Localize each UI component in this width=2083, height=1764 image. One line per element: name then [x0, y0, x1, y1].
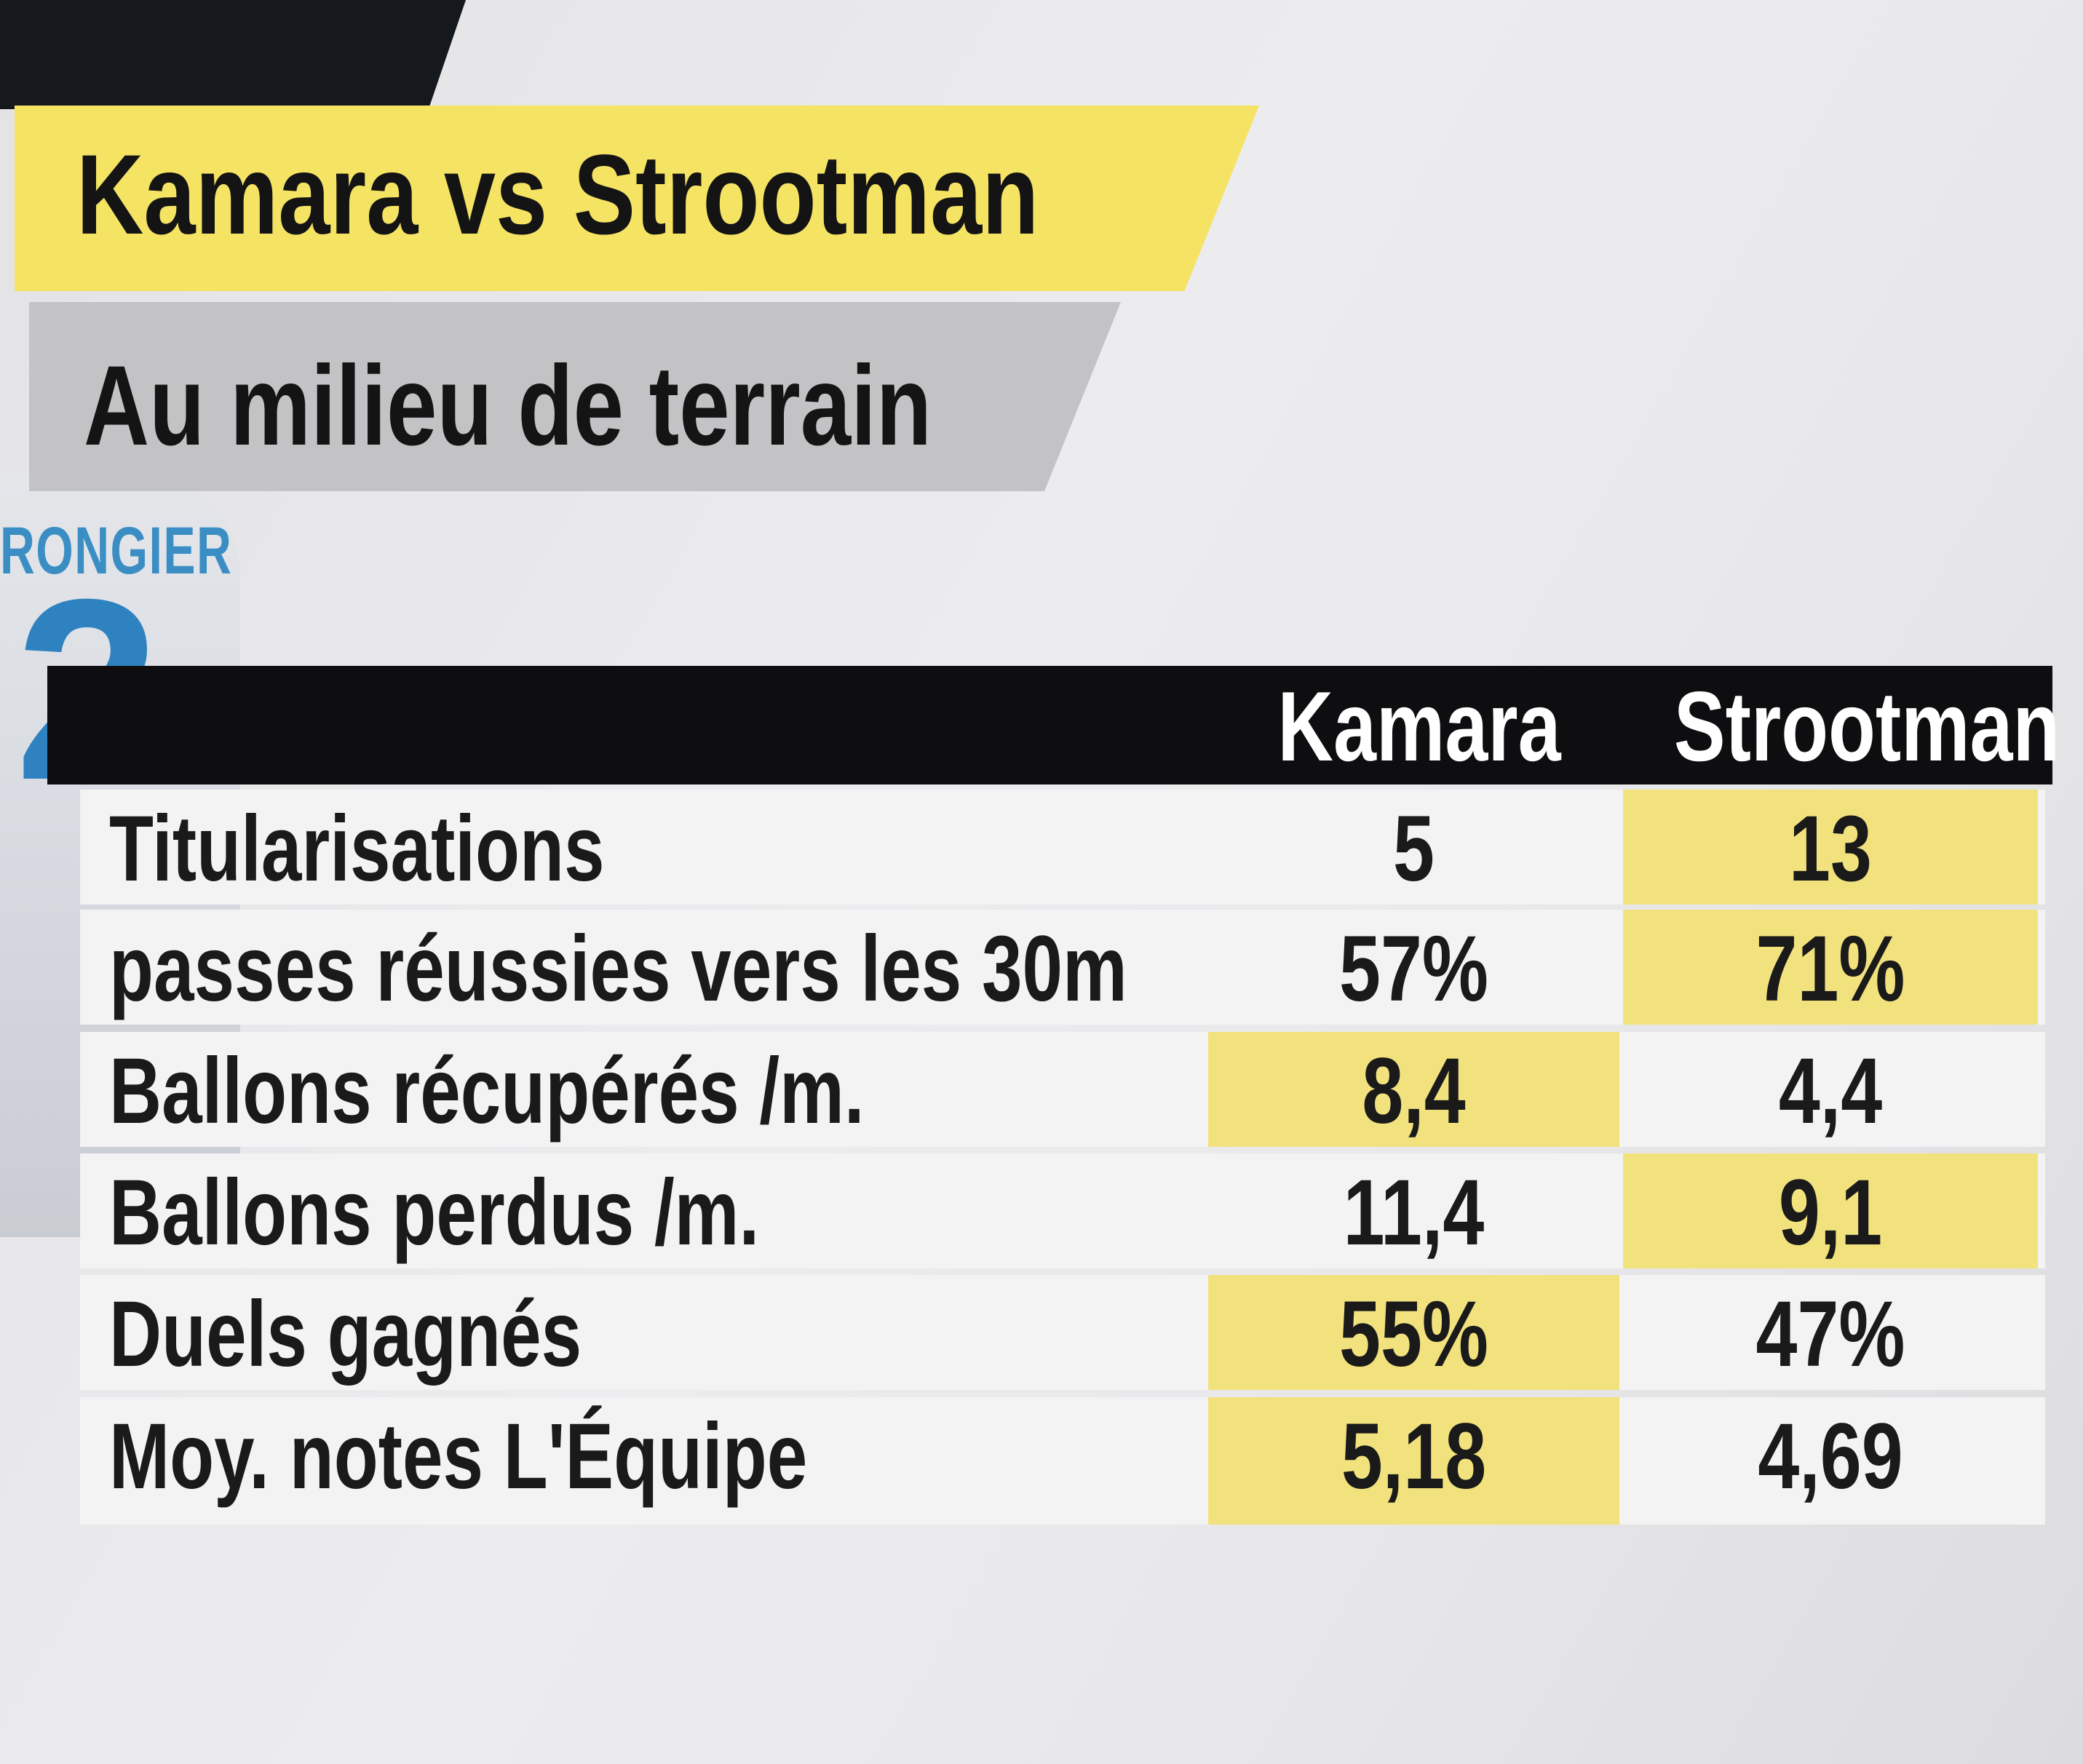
- value-strootman: 47%: [1755, 1282, 1905, 1386]
- table-row: Titularisations 5 13: [80, 790, 2045, 905]
- row-label: Ballons récupérés /m.: [109, 1039, 865, 1143]
- value-kamara: 11,4: [1343, 1161, 1485, 1265]
- value-kamara: 5,18: [1341, 1405, 1487, 1509]
- value-strootman: 71%: [1755, 917, 1905, 1021]
- value-strootman: 4,4: [1778, 1039, 1883, 1143]
- background-player-shirt-name: RONGIER: [0, 514, 233, 588]
- column-header-strootman: Strootman: [1673, 671, 2060, 782]
- subtitle-band: [29, 302, 1121, 491]
- row-label: Duels gagnés: [109, 1282, 582, 1386]
- row-label: Moy. notes L'Équipe: [109, 1405, 808, 1509]
- value-strootman: 4,69: [1758, 1405, 1903, 1509]
- highlight-cell-strootman: [1623, 1153, 2038, 1268]
- value-kamara: 57%: [1339, 917, 1488, 1021]
- value-kamara: 8,4: [1362, 1039, 1466, 1143]
- value-kamara: 55%: [1339, 1282, 1488, 1386]
- row-label: Titularisations: [109, 797, 605, 901]
- table-row: Duels gagnés 55% 47%: [80, 1275, 2045, 1390]
- column-header-kamara: Kamara: [1277, 671, 1561, 782]
- value-strootman: 9,1: [1778, 1161, 1883, 1265]
- table-header-bar: [47, 666, 2052, 784]
- value-strootman: 13: [1789, 797, 1872, 901]
- highlight-cell-strootman: [1623, 910, 2038, 1025]
- value-kamara: 5: [1393, 797, 1435, 901]
- table-row: Ballons récupérés /m. 8,4 4,4: [80, 1032, 2045, 1147]
- background-dark-corner: [0, 0, 466, 109]
- table-row: Ballons perdus /m. 11,4 9,1: [80, 1153, 2045, 1268]
- row-label: Ballons perdus /m.: [109, 1161, 760, 1265]
- highlight-cell-strootman: [1623, 790, 2038, 905]
- table-row: Moy. notes L'Équipe 5,18 4,69: [80, 1397, 2045, 1525]
- row-label: passes réussies vers les 30m: [109, 917, 1127, 1021]
- graphic-title: Kamara vs Strootman: [76, 132, 1039, 258]
- table-row: passes réussies vers les 30m 57% 71%: [80, 910, 2045, 1025]
- highlight-cell-kamara: [1208, 1032, 1619, 1147]
- highlight-cell-kamara: [1208, 1397, 1619, 1525]
- title-band: [15, 106, 1259, 291]
- highlight-cell-kamara: [1208, 1275, 1619, 1390]
- graphic-subtitle: Au milieu de terrain: [84, 343, 932, 469]
